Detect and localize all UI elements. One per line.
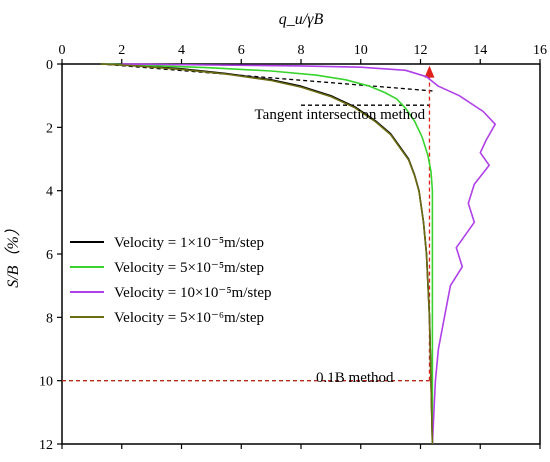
annotation-0: Tangent intersection method xyxy=(255,107,426,123)
annotation-1: 0.1B method xyxy=(316,370,394,386)
legend-label-2: Velocity = 10×10⁻⁵m/step xyxy=(114,285,272,301)
y-tick-label-4: 8 xyxy=(46,311,53,326)
y-tick-label-5: 10 xyxy=(39,375,53,390)
y-tick-label-3: 6 xyxy=(46,248,53,263)
x-tick-label-1: 2 xyxy=(118,43,125,58)
arrow-head xyxy=(424,65,435,78)
annotations: Tangent intersection method 0.1B method xyxy=(255,107,426,386)
y-tick-label-1: 2 xyxy=(46,121,53,136)
x-axis-label: q_u/γB xyxy=(279,11,324,28)
y-axis-label: S/B（%） xyxy=(4,220,22,288)
x-tick-label-4: 8 xyxy=(298,43,305,58)
legend-label-0: Velocity = 1×10⁻⁵m/step xyxy=(114,235,264,251)
x-tick-label-0: 0 xyxy=(59,43,66,58)
series-line-1 xyxy=(100,63,434,444)
legend-label-1: Velocity = 5×10⁻⁵m/step xyxy=(114,260,264,276)
axes: 0 2 4 6 8 10 12 14 16 0 2 4 6 8 10 12 xyxy=(39,43,547,453)
y-tick-label-0: 0 xyxy=(46,58,53,73)
legend-label-3: Velocity = 5×10⁻⁶m/step xyxy=(114,310,264,326)
series-group xyxy=(100,63,496,445)
x-tick-label-8: 16 xyxy=(533,43,547,58)
series-line-3 xyxy=(100,63,434,445)
x-tick-label-3: 6 xyxy=(238,43,245,58)
series-line-2 xyxy=(121,63,496,445)
x-tick-label-7: 14 xyxy=(473,43,487,58)
x-tick-label-2: 4 xyxy=(178,43,185,58)
y-tick-label-2: 4 xyxy=(46,185,53,200)
legend: Velocity = 1×10⁻⁵m/step Velocity = 5×10⁻⁵… xyxy=(70,235,272,326)
x-tick-label-5: 10 xyxy=(354,43,368,58)
y-tick-label-6: 12 xyxy=(39,438,53,453)
x-tick-label-6: 12 xyxy=(414,43,428,58)
